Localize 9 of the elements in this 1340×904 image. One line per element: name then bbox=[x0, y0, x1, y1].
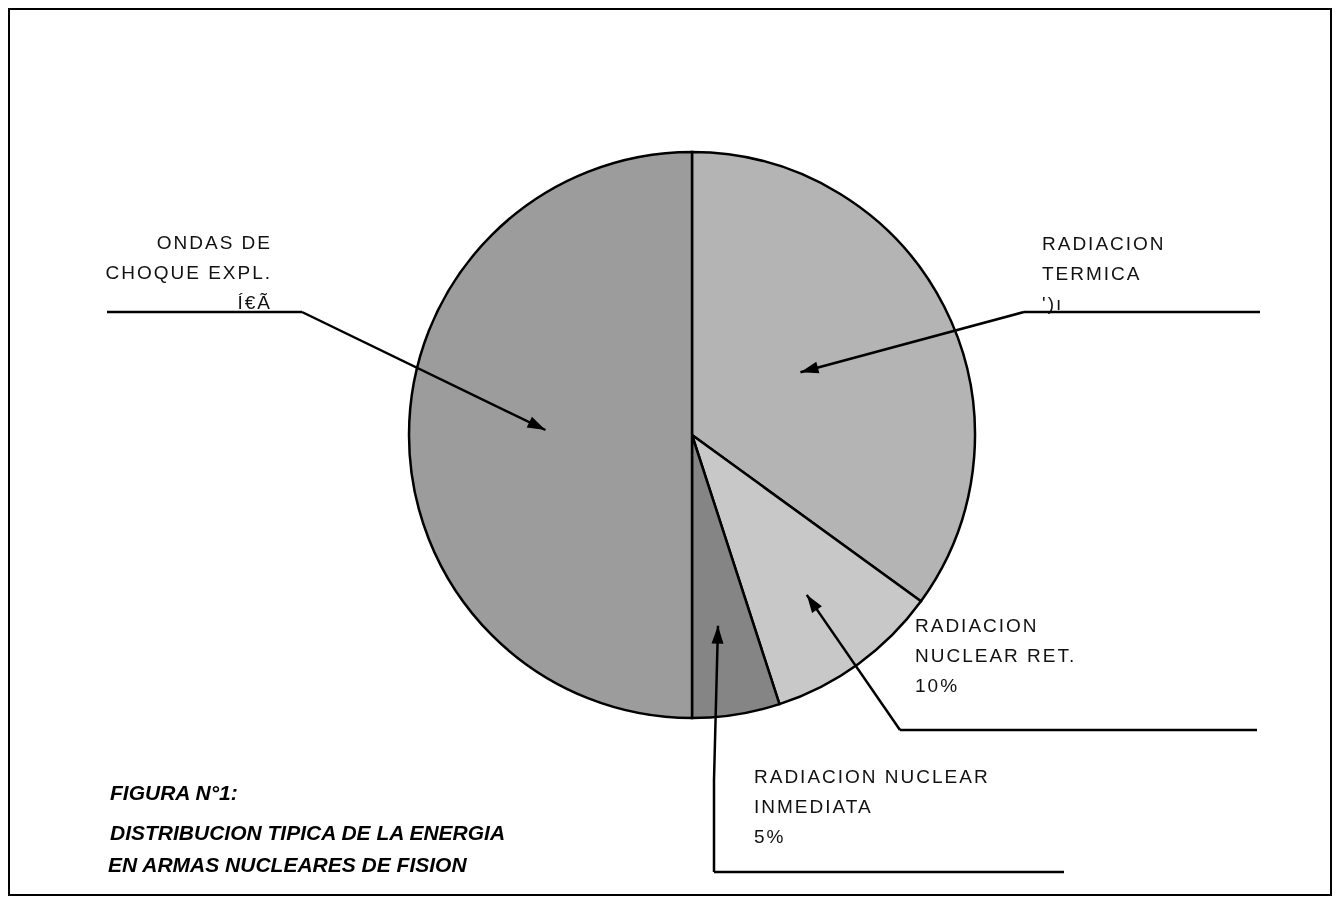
slice-label: RADIACION NUCLEAR RET. bbox=[915, 615, 1077, 666]
slice-label: RADIACION NUCLEAR INMEDIATA bbox=[754, 766, 990, 817]
slice-label: RADIACION TERMICA bbox=[1042, 233, 1166, 284]
data-label: Í€Ã bbox=[237, 292, 272, 313]
data-label: 10% bbox=[915, 675, 960, 696]
text: DISTRIBUCION TIPICA DE LA ENERGIA EN ARMAS NUCLEARES DE FISION bbox=[108, 821, 506, 876]
data-label: 5% bbox=[754, 826, 786, 847]
text: FIGURA N°1: bbox=[110, 781, 238, 804]
slice-label: ONDAS DE CHOQUE EXPL. bbox=[105, 232, 272, 283]
